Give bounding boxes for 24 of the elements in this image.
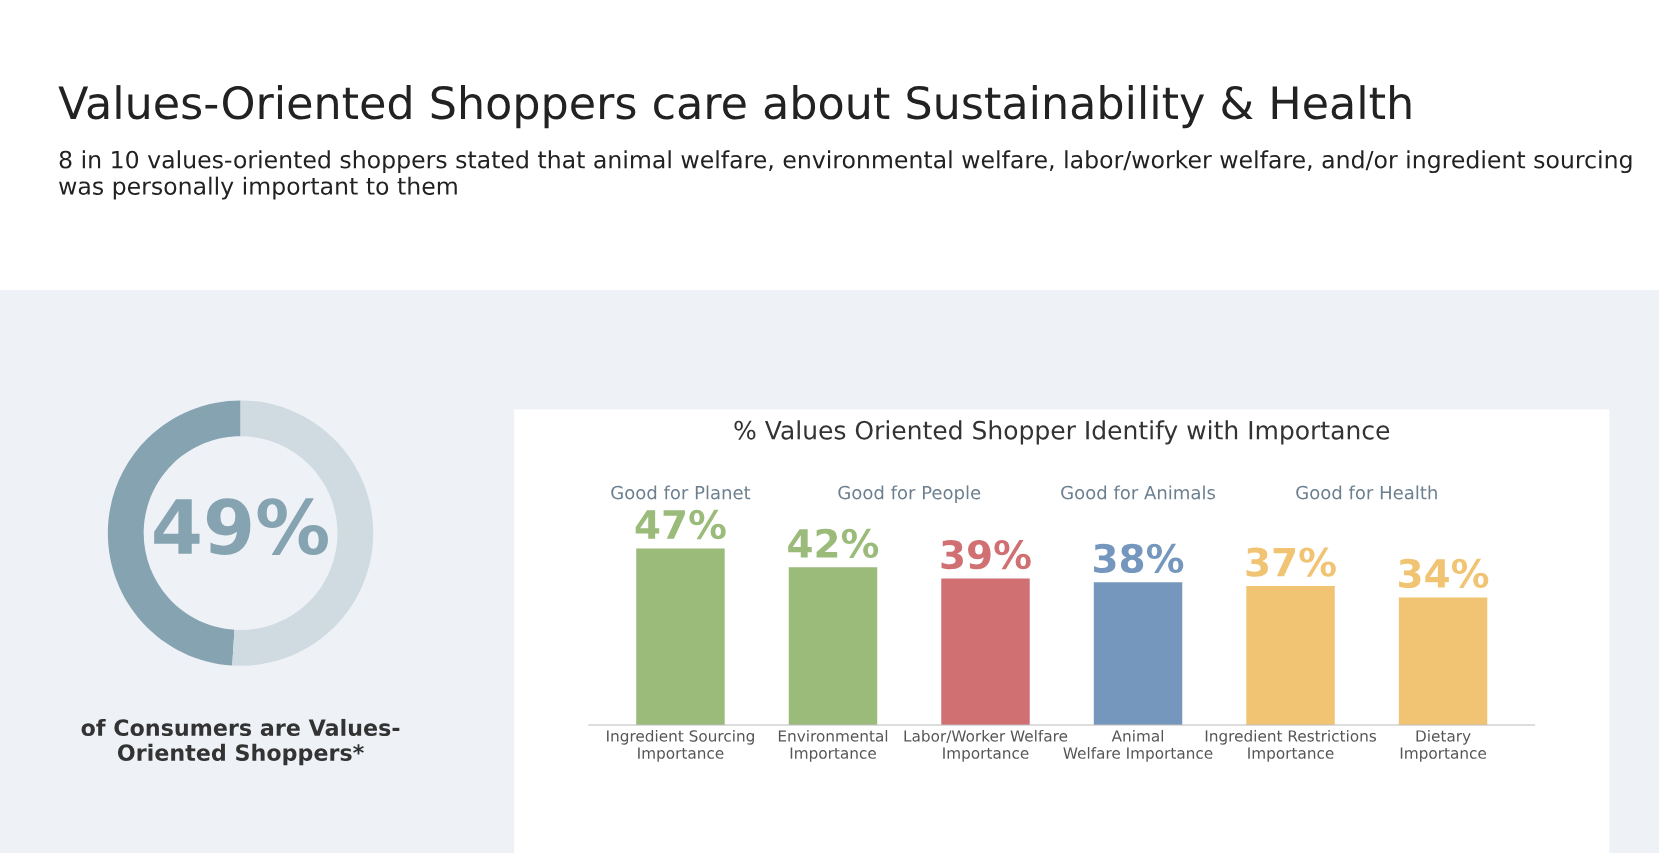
data-label: 49% <box>154 498 328 555</box>
data-label: 42% <box>788 528 879 559</box>
bar <box>941 578 1030 726</box>
data-label: 34% <box>1399 558 1489 589</box>
bar <box>788 567 878 726</box>
data-label: 39% <box>941 539 1031 570</box>
text: Good for People <box>838 485 981 503</box>
x-tick-label: Ingredient Sourcing Importance <box>607 729 754 762</box>
bar <box>636 548 725 726</box>
bar <box>1093 582 1183 726</box>
text: Values-Oriented Shoppers care about Sustainability & Health <box>58 85 1411 129</box>
data-label: 37% <box>1246 547 1336 577</box>
chart-title: % Values Oriented Shopper Identify with Importance <box>734 420 1390 445</box>
text: Good for Animals <box>1061 485 1216 500</box>
bar <box>1398 597 1488 726</box>
bar <box>1246 586 1335 726</box>
data-label: 47% <box>635 509 726 540</box>
text: Good for Planet <box>611 485 751 500</box>
text: 8 in 10 values-oriented shoppers stated that animal welfare, environmental welfare, labor/worker welfare, and/or ingredient sourcing was personally important to them <box>59 150 1632 200</box>
text: of Consumers are Values- Oriented Shoppers* <box>81 718 400 766</box>
x-tick-label: Dietary Importance <box>1400 729 1487 762</box>
text: Good for Health <box>1296 485 1437 500</box>
data-label: 38% <box>1094 543 1184 574</box>
x-tick-label: Environmental Importance <box>778 729 888 762</box>
